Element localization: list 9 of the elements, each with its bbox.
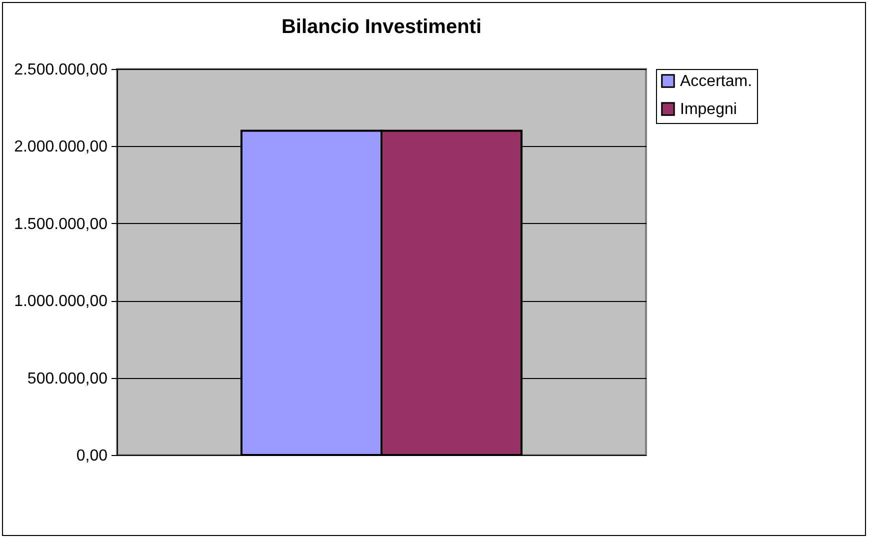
y-tick-label: 2.500.000,00 [14, 62, 108, 78]
chart-title: Bilancio Investimenti [281, 16, 482, 38]
y-tick-label: 2.000.000,00 [14, 138, 108, 156]
legend-label: Accertam. [680, 73, 752, 90]
legend-label: Impegni [680, 101, 737, 118]
y-tick-label: 500.000,00 [27, 370, 108, 388]
y-tick-label: 0,00 [76, 448, 108, 464]
y-tick-label: 1.500.000,00 [14, 216, 108, 233]
y-tick-label: 1.000.000,00 [14, 293, 108, 310]
